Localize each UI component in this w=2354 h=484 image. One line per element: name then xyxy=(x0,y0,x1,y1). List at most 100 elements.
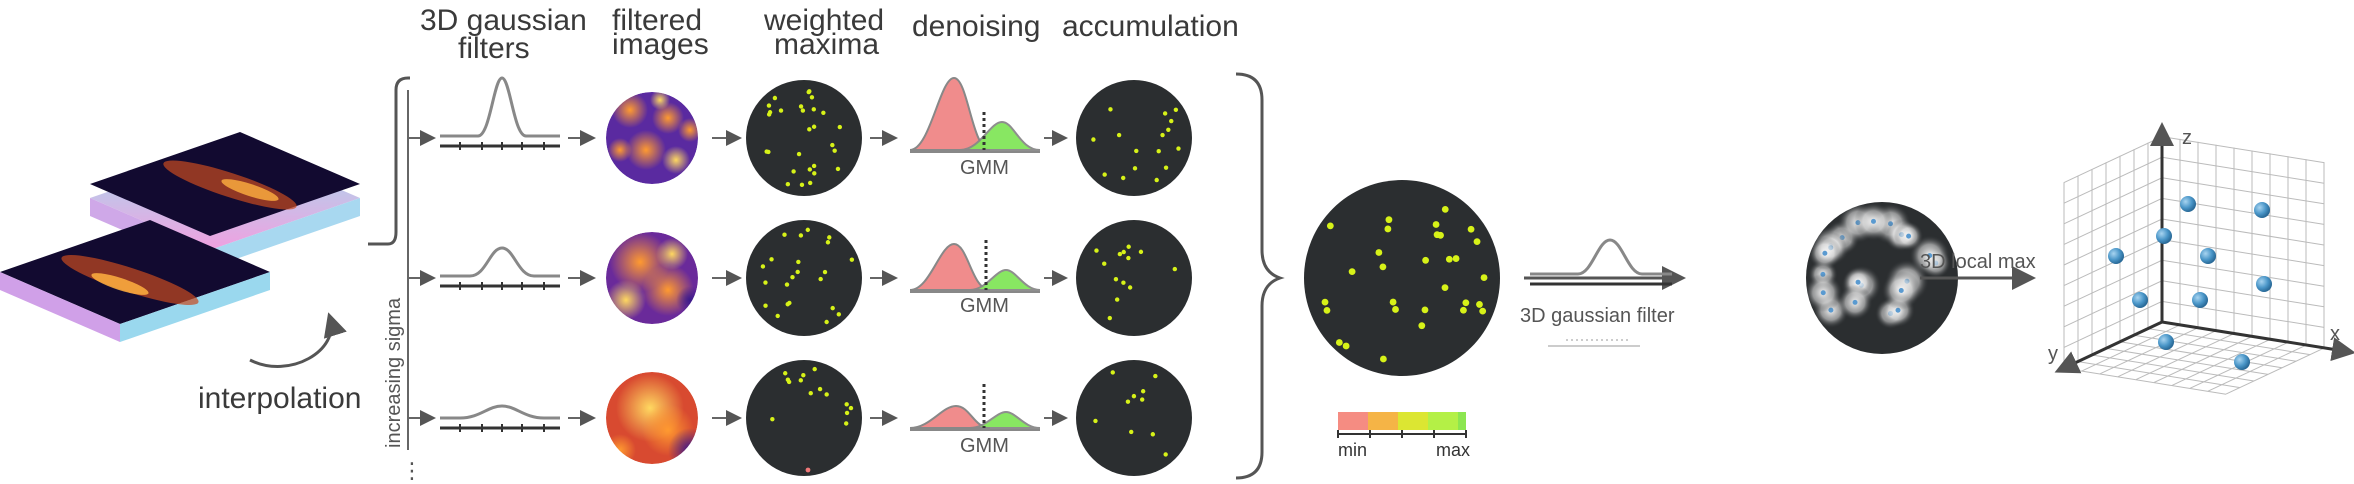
grid-line xyxy=(2063,177,2163,225)
accumulated-dot xyxy=(1121,280,1126,285)
maxima-dot xyxy=(817,386,823,392)
interpolation-arrow xyxy=(249,312,347,368)
maxima-dot xyxy=(767,110,773,115)
merged-dot xyxy=(1479,307,1487,315)
accumulated-dot xyxy=(1102,172,1107,177)
arrows-to-denoising xyxy=(870,130,898,426)
accumulated-dot xyxy=(1113,277,1119,282)
accumulated-dot xyxy=(1166,127,1171,132)
merged-dot xyxy=(1418,322,1426,330)
density-blobs xyxy=(1806,202,1951,330)
sphere-markers xyxy=(2108,196,2272,370)
grid-line xyxy=(2063,218,2163,266)
merged-dot xyxy=(1392,306,1399,313)
merged-dot xyxy=(1445,255,1453,263)
sphere-marker xyxy=(2158,334,2174,350)
density-peak xyxy=(1852,299,1858,305)
maxima-dot xyxy=(807,127,812,132)
header-filters-line2: filters xyxy=(458,32,530,65)
grid-line xyxy=(2135,333,2235,381)
maxima-dot xyxy=(769,257,774,262)
maxima-dot xyxy=(837,124,843,130)
local-max-arrow: 3D local max xyxy=(1920,251,2036,290)
maxima-dot xyxy=(811,107,816,112)
grid-line xyxy=(2161,218,2325,246)
merged-dot xyxy=(1421,306,1429,314)
maxima-dot xyxy=(770,416,775,422)
accumulated-dot xyxy=(1140,397,1145,402)
gaussian-filter-2 xyxy=(440,246,560,290)
sphere-marker xyxy=(2180,196,2196,212)
header-weighted-line2: maxima xyxy=(774,28,879,61)
accumulated-dot xyxy=(1116,132,1122,138)
interpolation-label: interpolation xyxy=(198,382,361,415)
grid-line xyxy=(2105,347,2269,375)
grid-line xyxy=(2225,347,2325,395)
merged-maxima-disc xyxy=(1304,180,1500,376)
maxima-dot xyxy=(783,371,788,376)
maxima-dot xyxy=(772,95,778,101)
weighted-maxima-2 xyxy=(746,220,862,336)
grid-line xyxy=(2099,327,2199,375)
3d-grid xyxy=(2063,136,2325,395)
filtered-image-3 xyxy=(606,372,698,464)
maxima-dot xyxy=(798,233,804,238)
merged-dot xyxy=(1379,263,1387,271)
merged-dot xyxy=(1321,298,1329,306)
merged-dot xyxy=(1476,301,1483,308)
accumulated-dot xyxy=(1138,249,1144,255)
maxima-dot xyxy=(844,402,849,407)
maxima-dot xyxy=(811,163,817,169)
accumulation-disc-3 xyxy=(1076,360,1192,476)
maxima-dot xyxy=(786,379,792,385)
accumulated-dot xyxy=(1150,432,1156,437)
merged-dot xyxy=(1335,339,1343,346)
maxima-dot xyxy=(812,366,817,372)
maxima-dot xyxy=(763,303,768,308)
header-filters-line1: 3D gaussian xyxy=(420,4,587,37)
input-image-stack: interpolation xyxy=(0,132,361,415)
accumulated-dot xyxy=(1162,111,1168,116)
arrows-to-accumulation xyxy=(1044,130,1068,426)
maxima-dot xyxy=(800,108,806,113)
accumulated-dot xyxy=(1107,315,1113,321)
maxima-dot xyxy=(830,142,835,148)
maxima-dot xyxy=(808,390,813,396)
maxima-dot xyxy=(784,282,790,287)
merged-dot xyxy=(1379,355,1387,363)
accumulated-dot xyxy=(1153,373,1158,379)
accumulated-dot xyxy=(1163,165,1169,170)
axis-z-label: z xyxy=(2182,127,2192,149)
maxima-dot xyxy=(830,305,835,311)
density-peak xyxy=(1898,287,1904,293)
grid-line xyxy=(2063,280,2163,328)
maxima-dot xyxy=(766,149,771,155)
merged-dot xyxy=(1473,238,1481,246)
merged-dot xyxy=(1480,274,1488,281)
accumulated-dot xyxy=(1121,249,1126,255)
gaussian-filter-1 xyxy=(440,76,560,150)
merged-dot xyxy=(1441,205,1449,213)
sphere-marker xyxy=(2254,202,2270,218)
maxima-dot xyxy=(843,421,849,426)
input-bracket xyxy=(368,76,410,246)
gmm-plot-3: GMM xyxy=(909,384,1041,457)
accumulated-dot xyxy=(1140,389,1146,394)
maxima-dot xyxy=(832,148,837,153)
gmm-label-3: GMM xyxy=(960,435,1009,457)
density-peak xyxy=(1855,279,1861,285)
image-slab-front xyxy=(0,220,270,342)
increasing-sigma-label: increasing sigma xyxy=(383,297,405,448)
grid-line xyxy=(2161,259,2325,287)
maxima-dot xyxy=(798,378,804,383)
gmm-plot-1: GMM xyxy=(909,76,1041,179)
maxima-dot xyxy=(821,110,826,115)
accumulated-dot xyxy=(1173,107,1179,112)
grid-line xyxy=(2117,330,2217,378)
grid-line xyxy=(2161,239,2325,267)
sphere-marker xyxy=(2156,228,2172,244)
maxima-dot xyxy=(835,166,841,172)
accumulated-dot xyxy=(1102,261,1107,266)
accumulated-dot xyxy=(1110,370,1115,375)
